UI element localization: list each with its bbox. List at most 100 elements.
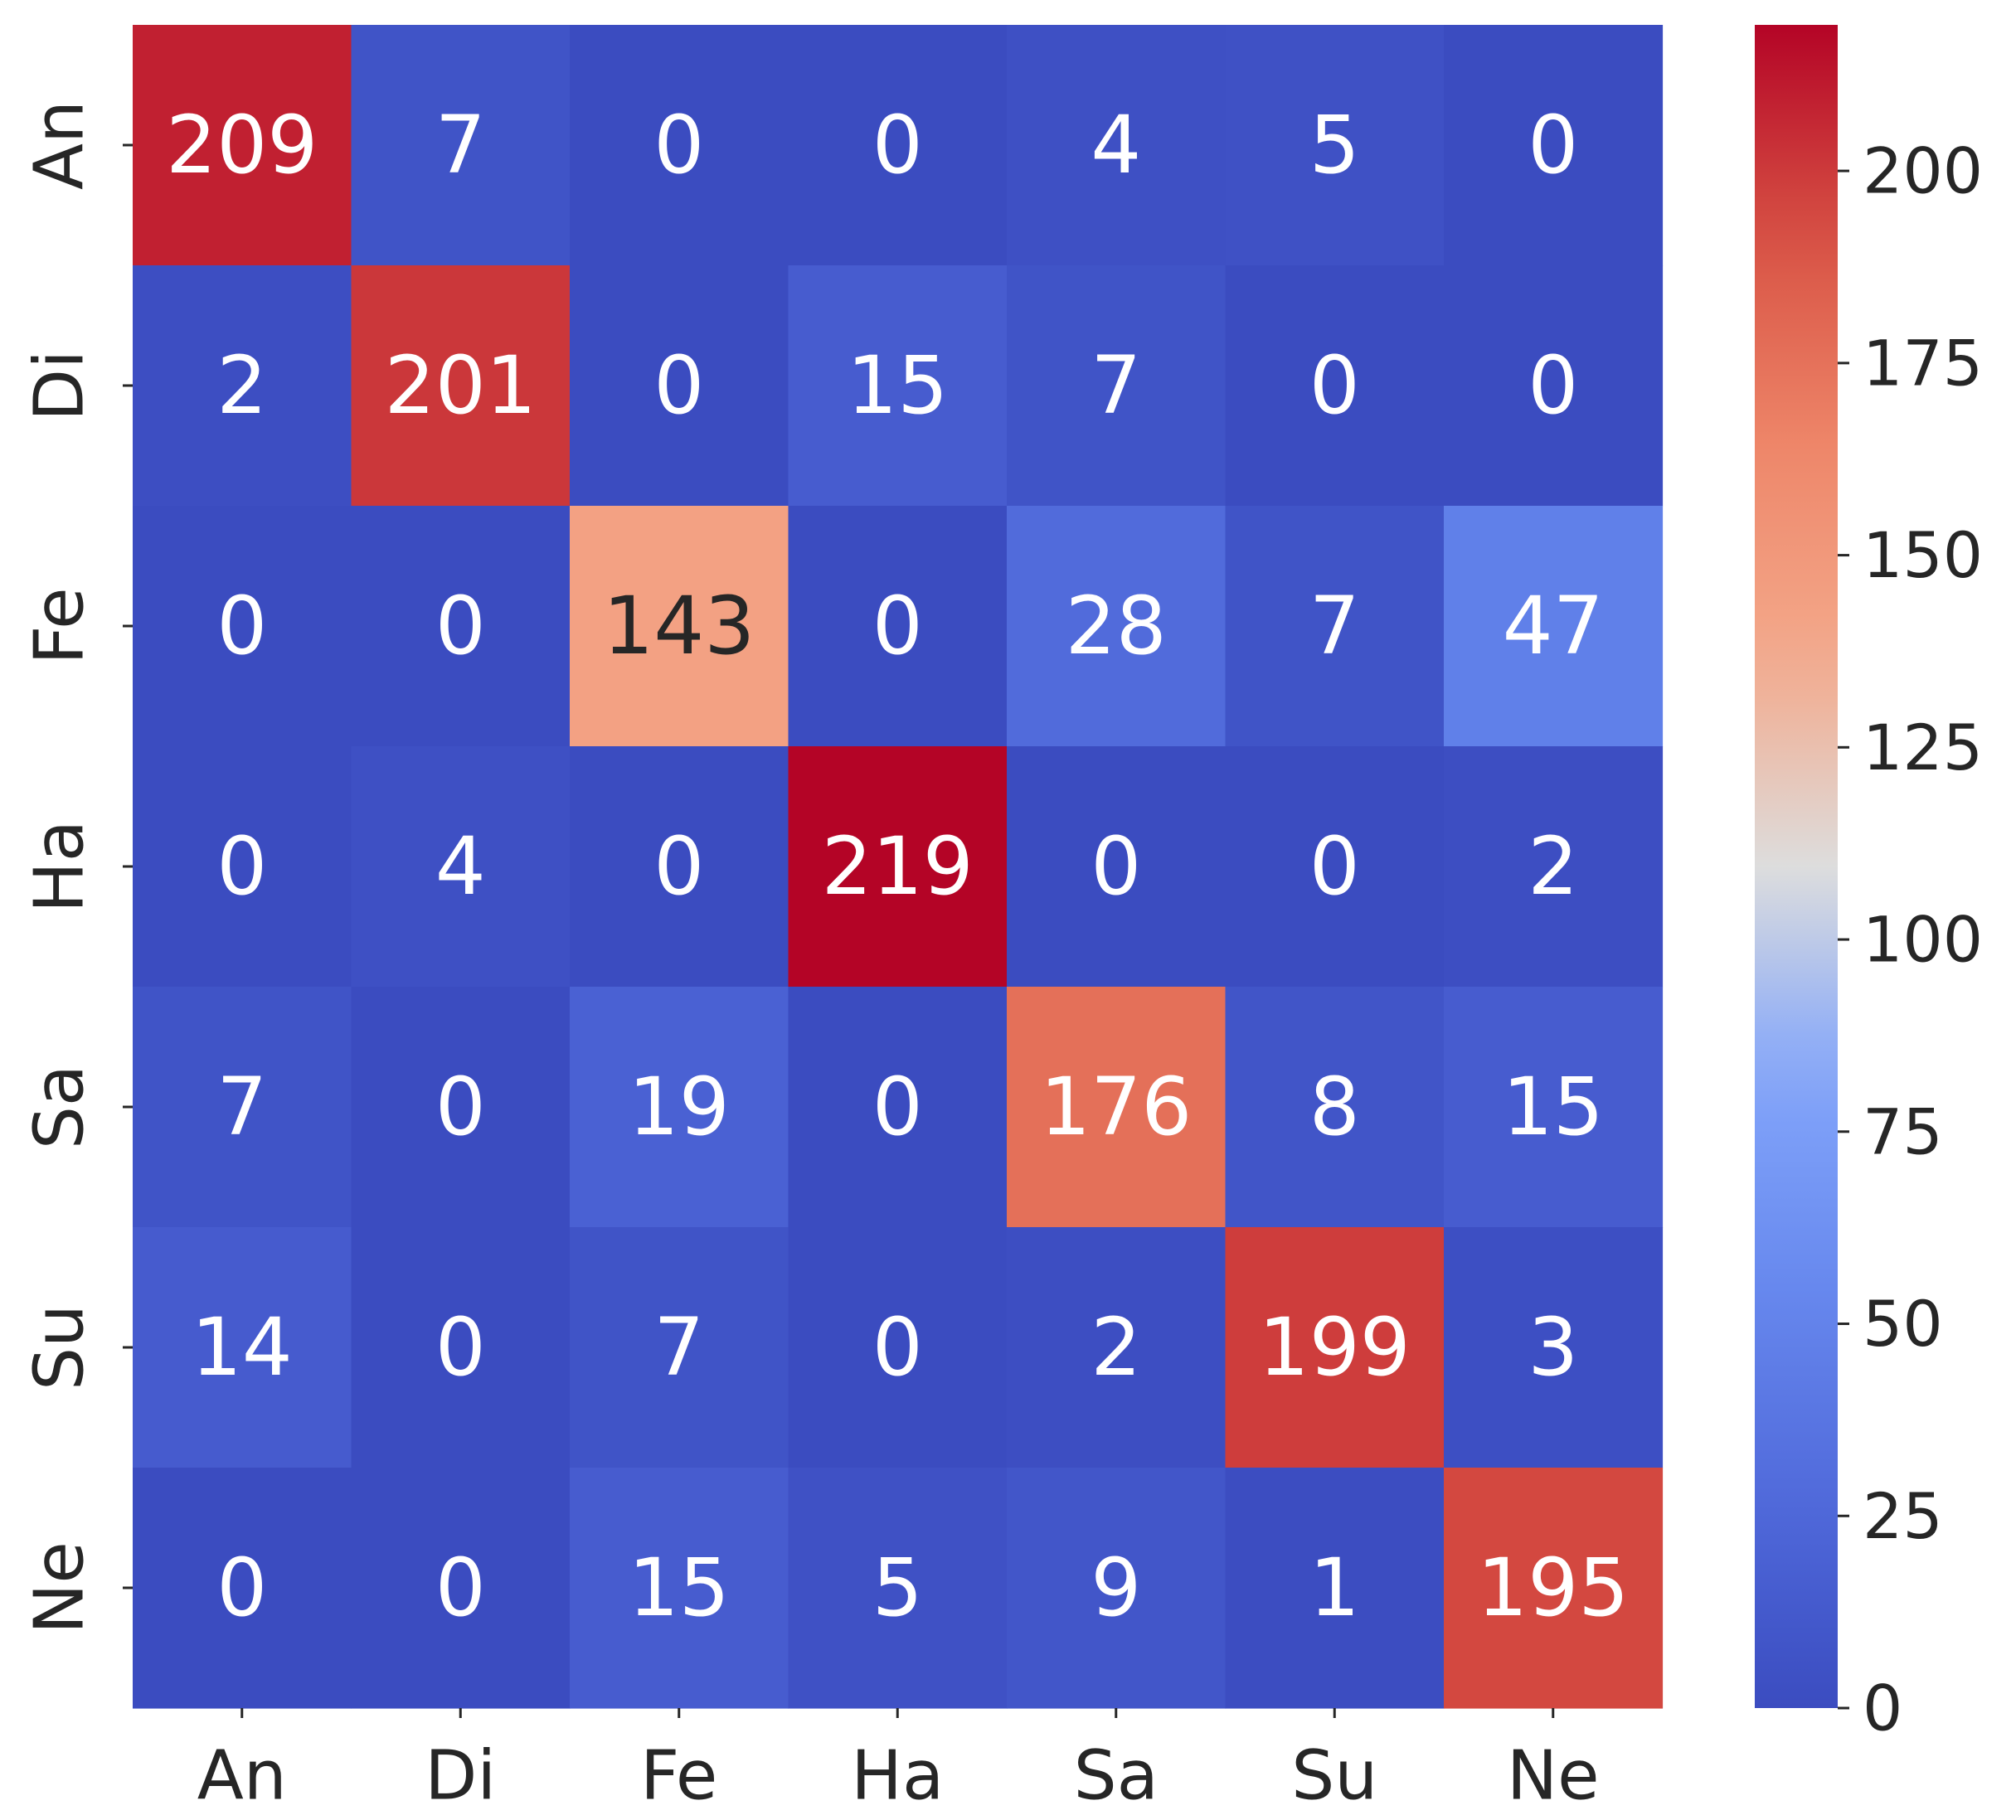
heatmap-cell-value: 0 (872, 1060, 923, 1153)
heatmap-cell-value: 5 (1309, 99, 1360, 192)
heatmap-cell-value: 7 (216, 1060, 267, 1153)
heatmap-cell-value: 2 (216, 339, 267, 432)
heatmap-cell-value: 7 (435, 99, 486, 192)
heatmap-cell-value: 15 (847, 339, 948, 432)
heatmap-cell-Sa-Sa (1007, 987, 1227, 1228)
y-tick-label: An (21, 100, 100, 190)
heatmap-cell-value: 0 (872, 580, 923, 672)
heatmap-cell-An-Sa (1007, 25, 1227, 266)
heatmap-cell-value: 4 (1091, 99, 1141, 192)
heatmap-cell-Ne-Ha (788, 1468, 1008, 1709)
y-tick-label: Ha (21, 820, 100, 913)
colorbar-tick-label: 0 (1863, 1672, 1902, 1745)
heatmap-cell-Sa-Su (1225, 987, 1445, 1228)
colorbar-tick-label: 50 (1863, 1287, 1943, 1361)
heatmap-cell-An-Fe (570, 25, 789, 266)
heatmap-cell-Ha-Ne (1444, 746, 1664, 988)
heatmap-cell-value: 9 (1091, 1541, 1141, 1634)
heatmap-cell-value: 0 (1309, 820, 1360, 913)
x-tick-label: An (197, 1737, 287, 1816)
heatmap-cell-Su-Ha (788, 1227, 1008, 1468)
heatmap-cell-value: 4 (435, 820, 486, 913)
x-tick-label: Fe (640, 1737, 717, 1816)
colorbar-gradient (1755, 25, 1838, 1708)
colorbar-tick-label: 150 (1863, 518, 1983, 592)
heatmap-cell-Ha-Su (1225, 746, 1445, 988)
heatmap-cell-value: 0 (1091, 820, 1141, 913)
heatmap-cell-Di-An (133, 265, 352, 507)
heatmap-cell-Fe-Ne (1444, 506, 1664, 747)
heatmap-cell-value: 7 (653, 1301, 704, 1394)
heatmap-cell-Ha-Sa (1007, 746, 1227, 988)
heatmap-cell-value: 0 (872, 1301, 923, 1394)
heatmap-cell-value: 0 (1528, 339, 1578, 432)
x-tick-label: Ha (851, 1737, 944, 1816)
colorbar-ticks: 0 25 50 75 100 125 150 175 200 (1838, 134, 1983, 1745)
heatmap-cell-value: 7 (1091, 339, 1141, 432)
heatmap-cell-value: 0 (653, 99, 704, 192)
heatmap-cell-Ne-Ne (1444, 1468, 1664, 1709)
heatmap-cell-value: 0 (216, 820, 267, 913)
colorbar-tick-label: 125 (1863, 711, 1983, 784)
heatmap-cell-value: 3 (1528, 1301, 1578, 1394)
heatmap-cell-Di-Sa (1007, 265, 1227, 507)
x-axis-ticks: An Di Fe Ha Sa Su Ne (197, 1708, 1600, 1816)
heatmap-cell-Ha-Di (351, 746, 571, 988)
heatmap-cell-value: 0 (435, 1060, 486, 1153)
heatmap-cell-Fe-Sa (1007, 506, 1227, 747)
colorbar-tick-label: 175 (1863, 326, 1983, 400)
heatmap-cell-Ha-Fe (570, 746, 789, 988)
heatmap-cell-value: 143 (603, 580, 755, 672)
heatmap-cell-value: 2 (1528, 820, 1578, 913)
heatmap-cell-Di-Su (1225, 265, 1445, 507)
colorbar-tick-label: 25 (1863, 1479, 1943, 1553)
heatmap-cell-value: 7 (1309, 580, 1360, 672)
heatmap-cell-Su-An (133, 1227, 352, 1468)
heatmap-cell-Sa-Di (351, 987, 571, 1228)
y-tick-label: Ne (21, 1541, 100, 1634)
y-tick-label: Di (21, 350, 100, 421)
heatmap-cell-value: 176 (1040, 1060, 1192, 1153)
x-tick-label: Di (425, 1737, 496, 1816)
heatmap-cell-Di-Di (351, 265, 571, 507)
heatmap-cell-value: 195 (1477, 1541, 1629, 1634)
x-tick-label: Su (1291, 1737, 1377, 1816)
heatmap-cell-value: 1 (1309, 1541, 1360, 1634)
heatmap-cell-value: 47 (1503, 580, 1604, 672)
heatmap-cell-Ha-Ha (788, 746, 1008, 988)
heatmap-cell-Fe-Su (1225, 506, 1445, 747)
heatmap-cell-value: 209 (166, 99, 318, 192)
heatmap-cell-Sa-Ne (1444, 987, 1664, 1228)
heatmap-cell-value: 0 (653, 339, 704, 432)
heatmap-cell-value: 2 (1091, 1301, 1141, 1394)
heatmap-cell-An-Su (1225, 25, 1445, 266)
y-tick-label: Sa (21, 1065, 100, 1149)
heatmap-cell-Su-Sa (1007, 1227, 1227, 1468)
heatmap-cell-value: 0 (653, 820, 704, 913)
heatmap-cell-Ne-Fe (570, 1468, 789, 1709)
heatmap-cell-value: 15 (1503, 1060, 1604, 1153)
heatmap-cell-value: 0 (1528, 99, 1578, 192)
heatmap-cell-Ha-An (133, 746, 352, 988)
y-tick-label: Su (21, 1304, 100, 1390)
heatmap-cell-Sa-An (133, 987, 352, 1228)
heatmap-cell-Su-Ne (1444, 1227, 1664, 1468)
heatmap-cell-value: 8 (1309, 1060, 1360, 1153)
heatmap-cell-value: 0 (216, 580, 267, 672)
heatmap-cell-An-Ne (1444, 25, 1664, 266)
heatmap-cell-Di-Fe (570, 265, 789, 507)
heatmap-cell-Fe-Di (351, 506, 571, 747)
heatmap-cell-Ne-An (133, 1468, 352, 1709)
colorbar: 0 25 50 75 100 125 150 175 200 (1755, 25, 1983, 1745)
heatmap-cell-value: 0 (435, 580, 486, 672)
heatmap-cell-An-An (133, 25, 352, 266)
heatmap-cell-value: 0 (872, 99, 923, 192)
colorbar-tick-label: 200 (1863, 134, 1983, 208)
heatmap-cell-Fe-Fe (570, 506, 789, 747)
heatmap-cell-Sa-Fe (570, 987, 789, 1228)
heatmap-cell-value: 219 (822, 820, 974, 913)
heatmap-cell-value: 5 (872, 1541, 923, 1634)
heatmap-cell-value: 15 (629, 1541, 730, 1634)
heatmap-cell-value: 0 (1309, 339, 1360, 432)
